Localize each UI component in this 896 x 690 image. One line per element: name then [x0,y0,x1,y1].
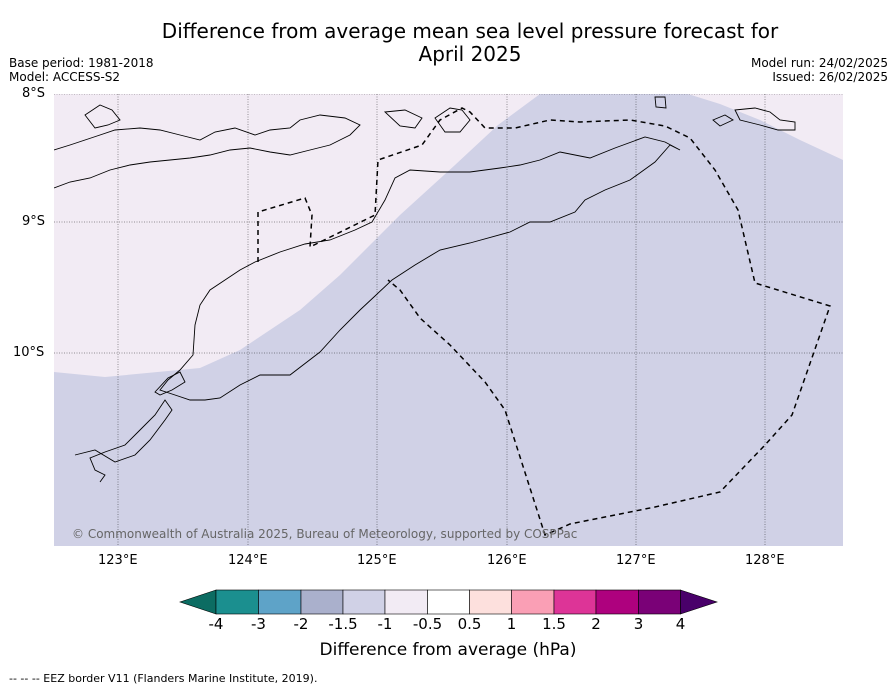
colorbar-tick-label: -4 [208,615,224,633]
wetar-island [434,107,471,133]
anomaly-region-light-ne [688,94,843,160]
small-island-2 [734,107,796,131]
colorbar-tick-label: 4 [675,615,686,633]
alor-island [383,109,423,129]
lon-label-125e: 125°E [357,553,397,568]
colorbar-title: Difference from average (hPa) [319,640,577,660]
flores-coastline [54,114,361,189]
model-info: Base period: 1981-2018 Model: ACCESS-S2 [9,56,154,84]
colorbar-bin-1 [215,589,259,615]
colorbar-tick-label: 3 [633,615,644,633]
colorbar-bin-4 [342,589,386,615]
colorbar-bin-8 [511,589,555,615]
copyright-text: © Commonwealth of Australia 2025, Bureau… [72,527,577,541]
lon-label-128e: 128°E [745,553,785,568]
sawu-island [74,399,173,483]
map-title: Difference from average mean sea level p… [140,20,800,66]
model-name: Model: ACCESS-S2 [9,70,121,84]
colorbar-bin-6 [427,589,470,615]
eez-footnote: -- -- -- EEZ border V11 (Flanders Marine… [9,672,318,685]
lon-label-127e: 127°E [616,553,656,568]
colorbar-tick-label: 0.5 [457,615,482,633]
colorbar-tick-label: -1.5 [328,615,358,633]
colorbar-bin-11 [638,589,681,615]
colorbar-tick-label: -0.5 [412,615,443,633]
colorbar [179,589,718,615]
title-line-1: Difference from average mean sea level p… [161,19,779,43]
colorbar-bin-7 [469,589,512,615]
colorbar-tick-label: -2 [293,615,309,633]
colorbar-extend-high [680,589,718,615]
anomaly-region-light-nw [54,94,540,377]
coastlines [54,96,796,483]
gridlines [54,94,843,546]
run-info: Model run: 24/02/2025 Issued: 26/02/2025 [751,56,888,84]
rote-island [154,371,186,396]
lat-label-8s: 8°S [22,86,46,101]
small-island-1 [654,96,667,109]
lon-label-123e: 123°E [98,553,138,568]
eez-border [257,107,831,537]
colorbar-bin-3 [300,589,344,615]
lon-label-126e: 126°E [487,553,527,568]
base-period: Base period: 1981-2018 [9,56,154,70]
colorbar-tick-label: -3 [251,615,266,633]
flores-north-coast [84,104,121,129]
lat-label-10s: 10°S [13,345,45,360]
title-line-2: April 2025 [418,42,522,66]
colorbar-extend-low [179,589,217,615]
lat-label-9s: 9°S [22,214,46,229]
colorbar-tick-label: 2 [591,615,601,633]
colorbar-tick-label: 1.5 [542,615,566,633]
map-area: © Commonwealth of Australia 2025, Bureau… [54,94,843,546]
colorbar-bin-9 [553,589,597,615]
colorbar-tick-label: 1 [506,615,517,633]
issued-date: Issued: 26/02/2025 [772,70,888,84]
model-run: Model run: 24/02/2025 [750,56,888,70]
timor-coastline [159,136,681,401]
small-island-3 [712,114,734,127]
colorbar-bin-10 [595,589,639,615]
colorbar-bin-5 [384,589,428,615]
colorbar-bin-2 [258,589,302,615]
lon-label-124e: 124°E [228,553,268,568]
colorbar-tick-label: -1 [377,615,393,633]
